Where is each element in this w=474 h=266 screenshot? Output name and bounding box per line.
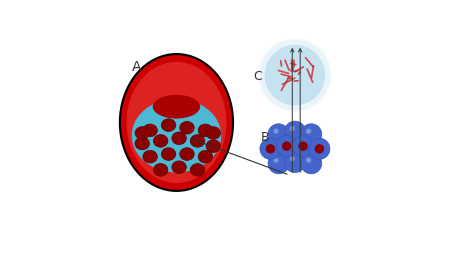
Ellipse shape	[190, 164, 205, 176]
Circle shape	[260, 138, 281, 159]
Circle shape	[290, 156, 295, 161]
Ellipse shape	[135, 137, 149, 150]
Circle shape	[284, 121, 305, 142]
Circle shape	[292, 136, 314, 157]
Ellipse shape	[180, 148, 194, 160]
Circle shape	[268, 153, 289, 174]
Circle shape	[315, 144, 324, 153]
Circle shape	[266, 144, 275, 153]
Ellipse shape	[143, 150, 157, 163]
Circle shape	[301, 153, 322, 174]
Ellipse shape	[154, 164, 168, 176]
Ellipse shape	[180, 121, 194, 134]
Ellipse shape	[206, 140, 220, 152]
Circle shape	[301, 124, 322, 145]
Ellipse shape	[172, 132, 186, 145]
Circle shape	[268, 124, 289, 145]
Ellipse shape	[120, 54, 233, 191]
Circle shape	[298, 142, 308, 151]
Ellipse shape	[135, 127, 149, 139]
Circle shape	[306, 128, 311, 134]
Ellipse shape	[132, 99, 221, 172]
Circle shape	[273, 128, 279, 134]
Ellipse shape	[198, 150, 213, 163]
Ellipse shape	[198, 124, 213, 137]
Text: A: A	[132, 60, 142, 74]
Circle shape	[309, 138, 330, 159]
Ellipse shape	[161, 119, 176, 131]
Ellipse shape	[161, 148, 176, 160]
Circle shape	[290, 126, 295, 131]
Ellipse shape	[143, 124, 157, 137]
Ellipse shape	[190, 135, 205, 147]
Circle shape	[284, 151, 305, 172]
Circle shape	[306, 157, 311, 163]
Circle shape	[282, 142, 292, 151]
Ellipse shape	[206, 127, 220, 139]
Text: C: C	[253, 70, 262, 83]
Ellipse shape	[154, 135, 168, 147]
Ellipse shape	[153, 95, 200, 119]
Ellipse shape	[127, 62, 227, 183]
Ellipse shape	[172, 161, 186, 173]
Circle shape	[264, 45, 325, 105]
Circle shape	[273, 157, 279, 163]
Circle shape	[276, 136, 297, 157]
Text: B: B	[261, 131, 269, 144]
